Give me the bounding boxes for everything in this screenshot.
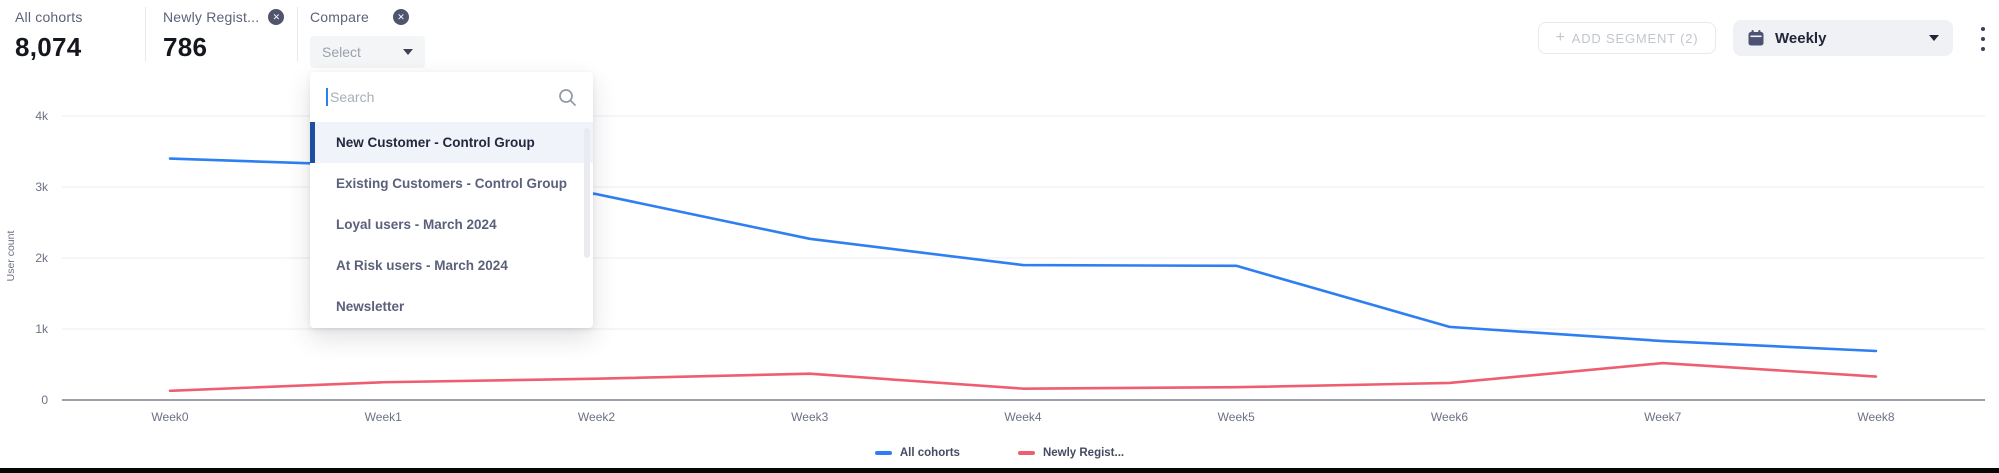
y-tick-label: 0 [41,393,48,407]
add-segment-button[interactable]: + ADD SEGMENT (2) [1538,22,1716,54]
x-tick-label: Week8 [1857,410,1895,424]
dropdown-option-label: Existing Customers - Control Group [336,176,568,191]
divider [145,7,146,62]
search-icon [559,88,576,106]
dropdown-option[interactable]: Newsletter [310,286,593,327]
y-axis-title: User count [5,230,17,282]
chart-legend: All cohorts Newly Regist... [0,447,1999,459]
metric-all-cohorts: All cohorts 8,074 [15,9,83,63]
plus-icon: + [1555,29,1566,46]
metric-label: Newly Regist... [163,9,260,25]
granularity-label: Weekly [1775,29,1827,47]
y-tick-label: 1k [35,322,48,336]
dropdown-option-label: Loyal users - March 2024 [336,217,497,232]
x-tick-label: Week1 [364,410,402,424]
metric-label: All cohorts [15,9,83,25]
text-cursor [326,88,328,106]
legend-item[interactable]: All cohorts [874,447,960,459]
dropdown-option[interactable]: At Risk users - March 2024 [310,245,593,286]
x-tick-label: Week2 [577,410,616,424]
calendar-icon [1748,30,1764,46]
x-tick-label: Week5 [1217,410,1255,424]
dropdown-option-label: New Customer - Control Group [336,135,535,150]
x-tick-label: Week6 [1430,410,1469,424]
y-tick-label: 3k [35,180,48,194]
chevron-down-icon [403,49,413,55]
compare-dropdown-panel: Search New Customer - Control Group Exist… [310,72,593,328]
select-placeholder: Select [322,44,361,60]
remove-compare-icon[interactable]: ✕ [392,9,409,25]
legend-item[interactable]: Newly Regist... [1017,447,1125,459]
x-tick-label: Week7 [1644,410,1682,424]
remove-metric-icon[interactable]: ✕ [268,9,285,25]
metric-value: 786 [163,32,208,62]
series-line-newly-regist- [168,361,1878,393]
search-input[interactable]: Search [310,72,593,122]
divider [297,7,298,62]
more-options-kebab-icon[interactable] [1979,27,1987,51]
x-tick-label: Week0 [151,410,189,424]
dropdown-option[interactable]: New Customer - Control Group [310,122,593,163]
legend-label: All cohorts [899,447,960,459]
legend-label: Newly Regist... [1042,447,1125,459]
compare-section: Compare ✕ [310,9,409,25]
y-tick-label: 4k [35,109,48,123]
dropdown-option-label: Newsletter [336,299,405,314]
compare-options-list: New Customer - Control Group Existing Cus… [310,122,593,327]
y-tick-label: 2k [35,251,48,265]
chevron-down-icon [1929,35,1939,41]
dropdown-option[interactable]: Loyal users - March 2024 [310,204,593,245]
compare-select-dropdown[interactable]: Select [310,36,425,68]
x-tick-label: Week3 [791,410,829,424]
metric-value: 8,074 [15,32,82,62]
granularity-dropdown[interactable]: Weekly [1733,20,1953,56]
compare-label: Compare [310,9,369,25]
window-bottom-edge [0,468,1999,473]
legend-swatch [1017,451,1035,455]
scrollbar-thumb[interactable] [584,128,590,258]
legend-swatch [874,451,892,455]
dropdown-option[interactable]: Existing Customers - Control Group [310,163,593,204]
metric-newly-registered: Newly Regist... ✕ 786 [163,9,285,63]
dropdown-option-label: At Risk users - March 2024 [336,258,508,273]
x-tick-label: Week4 [1004,410,1042,424]
add-segment-label: ADD SEGMENT (2) [1571,30,1699,46]
search-placeholder: Search [330,89,375,105]
